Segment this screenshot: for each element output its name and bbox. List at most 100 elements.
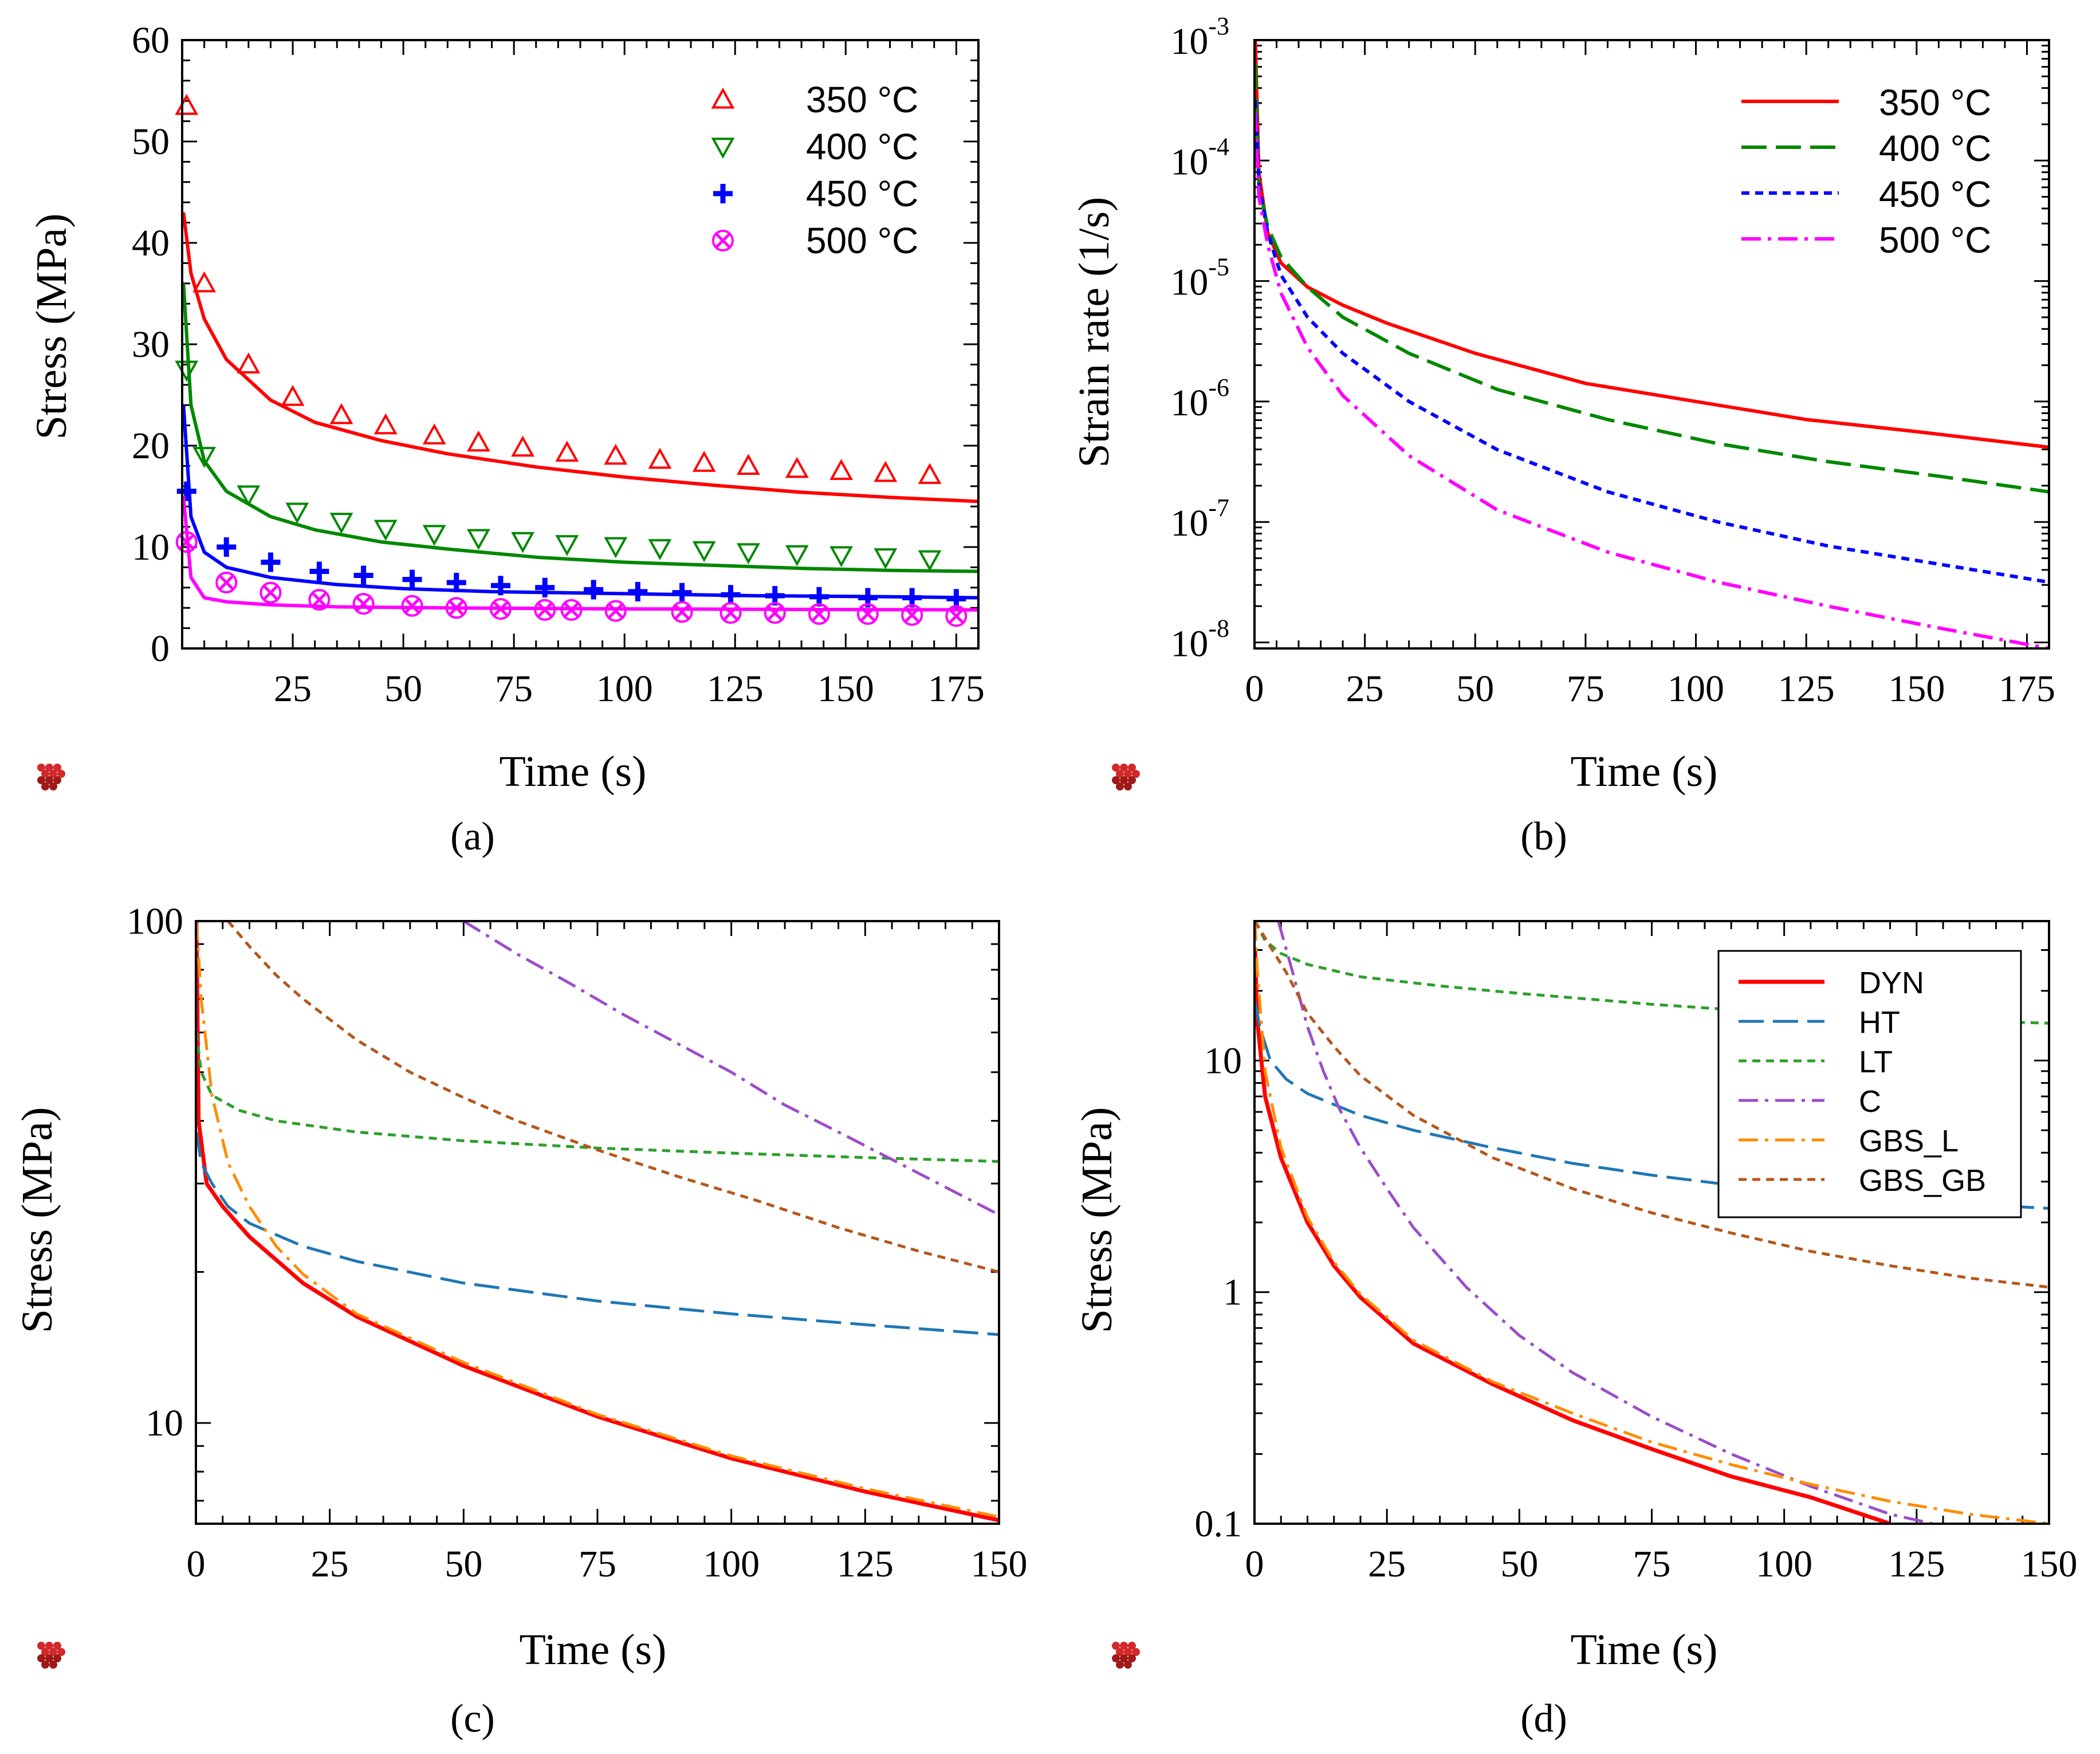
data-point-ring — [259, 581, 282, 604]
sphere — [53, 764, 61, 772]
data-point — [466, 430, 490, 452]
y-tick-label: 20 — [132, 425, 170, 467]
sphere — [1128, 1642, 1136, 1650]
sphere — [1116, 782, 1124, 791]
sphere — [41, 770, 49, 778]
data-point-ring — [808, 603, 830, 625]
legend-label: GBS_GB — [1859, 1163, 1986, 1198]
panel-d-ylabel: Stress (MPa) — [1073, 1107, 1121, 1334]
data-point — [785, 457, 809, 478]
y-tick-label: 10-5 — [1170, 253, 1229, 304]
x-tick-label: 75 — [579, 1543, 616, 1585]
data-point — [628, 581, 648, 601]
sphere — [1120, 1654, 1128, 1662]
data-point-cross — [904, 607, 920, 623]
data-point-cross — [493, 601, 509, 617]
data-point — [373, 520, 398, 541]
data-point — [237, 352, 261, 373]
sphere — [1128, 776, 1136, 784]
series-line-0 — [1255, 40, 2049, 449]
data-point — [918, 463, 942, 484]
legend-label: 450 °C — [806, 173, 918, 214]
data-point — [555, 441, 579, 462]
fit-line-0 — [182, 212, 978, 504]
y-tick-label: 0.1 — [1195, 1503, 1242, 1545]
data-point — [308, 589, 331, 611]
legend-label: 400 °C — [1879, 128, 1991, 169]
x-tick-label: 50 — [445, 1543, 482, 1585]
data-point — [466, 529, 490, 550]
legend-label: LT — [1859, 1045, 1893, 1079]
data-point-ring — [490, 597, 512, 620]
data-point-cross — [722, 605, 739, 621]
data-point — [719, 602, 742, 624]
sphere — [41, 1648, 49, 1656]
data-point — [176, 481, 196, 501]
data-point-cross — [563, 601, 580, 618]
data-point — [285, 502, 309, 524]
x-tick-label: 150 — [1888, 668, 1945, 710]
x-tick-label: 25 — [311, 1543, 349, 1585]
x-tick-label: 125 — [1888, 1543, 1945, 1585]
data-point — [217, 537, 237, 557]
y-tick-label: 30 — [132, 324, 170, 365]
x-tick-label: 175 — [928, 668, 985, 710]
legend-marker — [711, 87, 735, 109]
sphere — [49, 1648, 57, 1656]
panel-b: 0 25 50 75 100 125 150 17510-310-410-510-610-71… — [1070, 12, 2055, 859]
plot-frame — [181, 39, 980, 650]
x-tick-label: 75 — [495, 668, 533, 710]
data-point — [261, 552, 281, 572]
panel-b-ylabel: Strain rate (1/s) — [1070, 197, 1118, 468]
legend-label: GBS_L — [1859, 1124, 1959, 1158]
sphere — [45, 1642, 53, 1650]
panel-b-xlabel: Time (s) — [1571, 748, 1718, 796]
data-point — [309, 561, 329, 581]
data-point — [604, 600, 627, 622]
x-tick-label: 100 — [1756, 1543, 1812, 1585]
x-tick-label: 150 — [2021, 1543, 2078, 1585]
x-tick-label: 25 — [1346, 668, 1384, 710]
sphere — [1128, 764, 1136, 772]
data-point — [945, 605, 968, 627]
data-point-cross — [948, 608, 965, 624]
y-tick-label: 100 — [127, 900, 183, 942]
decor-icon-a — [37, 764, 65, 791]
data-point — [737, 454, 760, 475]
data-point-ring — [856, 603, 879, 625]
sphere — [53, 1642, 61, 1650]
panel-d: 0 25 50 75 100 125 150 10 1 0.1 DYN HT LT C GBS_L GBS_G… — [1073, 920, 2078, 1741]
y-tick-base: 10 — [1170, 141, 1208, 183]
x-tick-label: 100 — [703, 1543, 760, 1585]
data-point-cross — [404, 597, 420, 614]
x-tick-label: 0 — [1245, 668, 1264, 710]
plot-frame — [1253, 39, 2050, 650]
x-tick-label: 75 — [1567, 668, 1605, 710]
decor-icon-c — [37, 1642, 65, 1669]
sphere — [41, 782, 49, 791]
legend-label: 450 °C — [1879, 174, 1991, 215]
sphere — [1124, 1661, 1132, 1669]
series-line-2 — [196, 1032, 999, 1163]
data-point-cross — [355, 596, 372, 612]
x-tick-label: 75 — [1633, 1543, 1671, 1585]
data-point — [535, 577, 555, 597]
legend-marker — [713, 184, 733, 203]
data-point — [692, 450, 716, 472]
sphere — [37, 776, 45, 784]
series-line-1 — [196, 1131, 999, 1336]
sphere — [45, 764, 53, 772]
sphere — [49, 770, 57, 778]
y-tick-label: 10-6 — [1170, 373, 1229, 424]
legend-marker — [711, 137, 735, 159]
y-tick-label: 10-7 — [1170, 494, 1229, 544]
panel-a-xlabel: Time (s) — [500, 748, 647, 796]
legend-label: 350 °C — [1879, 82, 1991, 123]
data-point — [401, 595, 423, 617]
sphere — [45, 776, 53, 784]
x-tick-label: 125 — [837, 1543, 894, 1585]
sphere — [1124, 770, 1132, 778]
series-line-2 — [1255, 100, 2049, 584]
